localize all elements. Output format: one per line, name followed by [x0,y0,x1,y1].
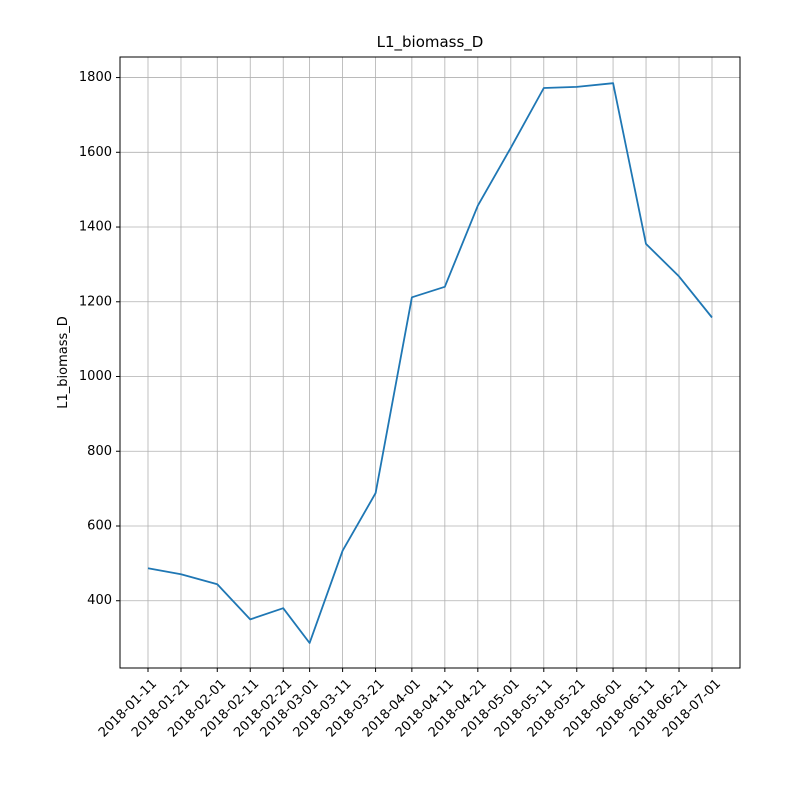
y-tick-label: 1400 [79,220,112,235]
y-axis-label: L1_biomass_D [56,316,71,409]
y-tick-label: 1800 [79,70,112,85]
y-tick-label: 600 [87,518,112,533]
chart-title: L1_biomass_D [377,33,484,52]
y-tick-label: 400 [87,593,112,608]
y-tick-label: 1200 [79,294,112,309]
y-tick-label: 1600 [79,145,112,160]
y-tick-label: 800 [87,444,112,459]
y-tick-label: 1000 [79,369,112,384]
